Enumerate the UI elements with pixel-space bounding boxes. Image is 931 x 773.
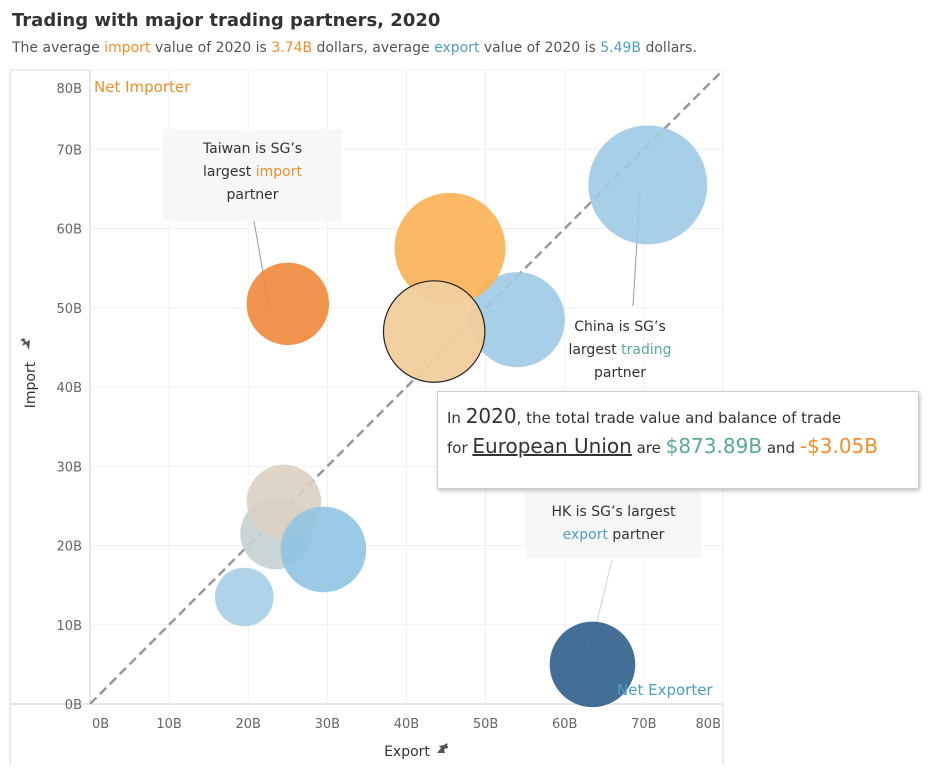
subtitle-import-word: import	[104, 40, 151, 56]
annotation-line: partner	[594, 365, 646, 381]
subtitle-text: The average	[12, 40, 105, 56]
subtitle-text: dollars.	[641, 40, 697, 56]
y-tick-label: 10B	[57, 619, 82, 634]
tooltip-text: and	[762, 439, 800, 457]
x-tick-label: 30B	[315, 717, 340, 732]
subtitle-export-word: export	[434, 40, 480, 56]
subtitle-text: dollars, average	[312, 40, 435, 56]
annotation-accent: import	[255, 164, 302, 180]
annotation-text: largest	[203, 164, 256, 180]
subtitle-text: value of 2020 is	[479, 40, 601, 56]
annotation-accent: export	[562, 527, 608, 543]
tooltip-balance: -$3.05B	[799, 434, 879, 458]
y-tick-label: 0B	[65, 698, 82, 713]
y-axis-label: Import	[23, 361, 39, 408]
annotation-line: Taiwan is SG’s	[202, 141, 303, 157]
x-axis-ticks: 0B 10B 20B 30B 40B 50B 60B 70B 80B	[92, 717, 721, 732]
y-tick-label: 50B	[57, 302, 82, 317]
y-tick-label: 60B	[57, 223, 82, 238]
bubble	[214, 567, 274, 627]
tooltip-line-2: for European Union are $873.89B and -$3.…	[447, 434, 878, 458]
tooltip-partner: European Union	[472, 434, 632, 458]
x-tick-label: 40B	[394, 717, 419, 732]
x-axis-label: Export	[384, 744, 430, 760]
annotation-line: partner	[226, 187, 279, 203]
x-axis-pin-icon[interactable]	[437, 743, 448, 753]
bubble	[280, 506, 367, 593]
tooltip-text: , the total trade value and balance of t…	[516, 409, 842, 427]
annotation-text: largest	[568, 342, 622, 358]
chart-title: Trading with major trading partners, 202…	[12, 10, 441, 31]
annotation-line: China is SG’s	[574, 319, 666, 335]
annotation-accent: trading	[621, 342, 672, 358]
bubble	[394, 192, 506, 304]
tooltip-text: In	[447, 409, 466, 427]
bubbles	[214, 125, 708, 708]
average-import-value: 3.74B	[271, 40, 313, 56]
x-tick-label: 50B	[473, 717, 498, 732]
tooltip-text: are	[631, 439, 666, 457]
tooltip-total-trade: $873.89B	[665, 434, 763, 458]
annotation-line: export partner	[525, 524, 702, 547]
average-export-value: 5.49B	[600, 40, 642, 56]
hk-annotation: HK is SG’s largest export partner	[525, 492, 702, 558]
tooltip-text: for	[447, 439, 473, 457]
x-tick-label: 10B	[156, 717, 181, 732]
y-axis-pin-icon[interactable]	[20, 338, 30, 350]
tooltip-year: 2020	[465, 404, 517, 428]
x-tick-label: 0B	[92, 717, 109, 732]
china-annotation: China is SG’s largest trading partner	[555, 316, 685, 388]
annotation-line: HK is SG’s largest	[551, 504, 676, 520]
y-tick-label: 30B	[57, 460, 82, 475]
y-tick-label: 70B	[57, 143, 82, 158]
x-tick-label: 80B	[696, 717, 721, 732]
y-axis-ticks: 0B 10B 20B 30B 40B 50B 60B 70B 80B	[57, 82, 82, 713]
y-tick-label: 20B	[57, 540, 82, 555]
annotation-text: partner	[607, 527, 665, 543]
net-importer-label: Net Importer	[94, 78, 191, 96]
annotation-line: largest trading	[555, 339, 685, 362]
x-tick-label: 20B	[236, 717, 261, 732]
x-tick-label: 70B	[631, 717, 656, 732]
tooltip: In 2020, the total trade value and balan…	[437, 391, 919, 489]
annotation-line: largest import	[163, 161, 342, 184]
bubble	[549, 621, 636, 708]
net-exporter-label: Net Exporter	[617, 681, 713, 699]
x-tick-label: 60B	[552, 717, 577, 732]
bubble	[588, 125, 708, 245]
y-tick-label: 80B	[57, 82, 82, 97]
subtitle-text: value of 2020 is	[150, 40, 272, 56]
chart-subtitle: The average import value of 2020 is 3.74…	[12, 40, 697, 56]
taiwan-annotation: Taiwan is SG’s largest import partner	[163, 129, 342, 221]
bubble	[246, 262, 330, 345]
tooltip-line-1: In 2020, the total trade value and balan…	[447, 404, 841, 428]
bubble	[469, 272, 565, 368]
y-tick-label: 40B	[57, 381, 82, 396]
bubble	[382, 280, 486, 383]
